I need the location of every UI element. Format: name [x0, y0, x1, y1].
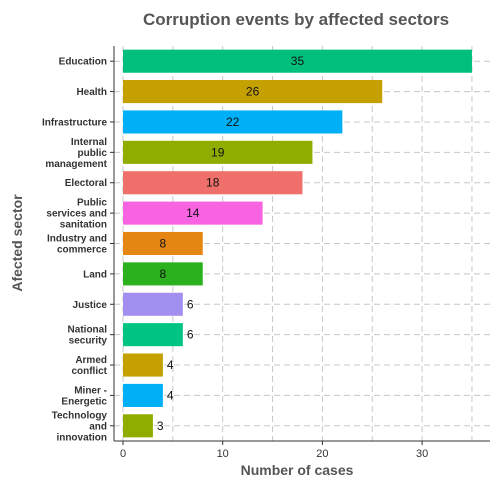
category-label: Armed conflict	[71, 355, 107, 377]
bar	[123, 262, 203, 286]
bars-layer	[123, 49, 472, 438]
labels-layer: 35 Education 26 Health 22 Infrastructure 19 Int…	[42, 54, 428, 460]
x-axis-title: Number of cases	[241, 462, 354, 478]
data-label: 14	[186, 206, 200, 220]
data-label: 3	[157, 419, 164, 433]
chart-title: Corruption events by affected sectors	[143, 10, 449, 29]
x-tick-label: 10	[217, 448, 229, 460]
data-label: 22	[226, 115, 240, 129]
y-axis-title: Afected sector	[9, 194, 25, 292]
category-label: Education	[59, 57, 107, 68]
category-label: Miner -Energetic	[61, 385, 107, 407]
category-label: Justice	[73, 300, 108, 311]
category-label: Internal public management	[45, 137, 107, 170]
data-label: 6	[187, 297, 194, 311]
data-label: 19	[211, 145, 225, 159]
category-label: Technology and innovation	[52, 410, 108, 443]
bar	[123, 49, 472, 73]
x-tick-label: 30	[416, 448, 428, 460]
bar	[123, 414, 153, 438]
data-label: 35	[291, 54, 305, 68]
data-label: 8	[160, 237, 167, 251]
data-label: 18	[206, 176, 220, 190]
category-label: Land	[83, 269, 107, 280]
x-tick-label: 20	[316, 448, 328, 460]
data-label: 26	[246, 85, 260, 99]
data-label: 4	[167, 358, 174, 372]
x-tick-label: 0	[120, 448, 126, 460]
data-label: 6	[187, 328, 194, 342]
category-label: National security	[68, 325, 108, 347]
bar	[123, 323, 183, 347]
category-label: Electoral	[65, 178, 107, 189]
bar	[123, 231, 203, 256]
bar	[123, 292, 183, 316]
category-label: Health	[76, 87, 107, 98]
data-label: 8	[160, 267, 167, 281]
bar	[123, 383, 163, 407]
category-label: Infrastructure	[42, 117, 107, 128]
bar	[123, 140, 313, 164]
category-label: Public services and sanitation	[46, 198, 107, 231]
bar	[123, 171, 303, 195]
bar	[123, 353, 163, 377]
bar	[123, 201, 263, 225]
bar	[123, 110, 343, 134]
category-label: Industry and commerce	[47, 234, 107, 256]
bar	[123, 80, 383, 104]
data-label: 4	[167, 388, 174, 402]
